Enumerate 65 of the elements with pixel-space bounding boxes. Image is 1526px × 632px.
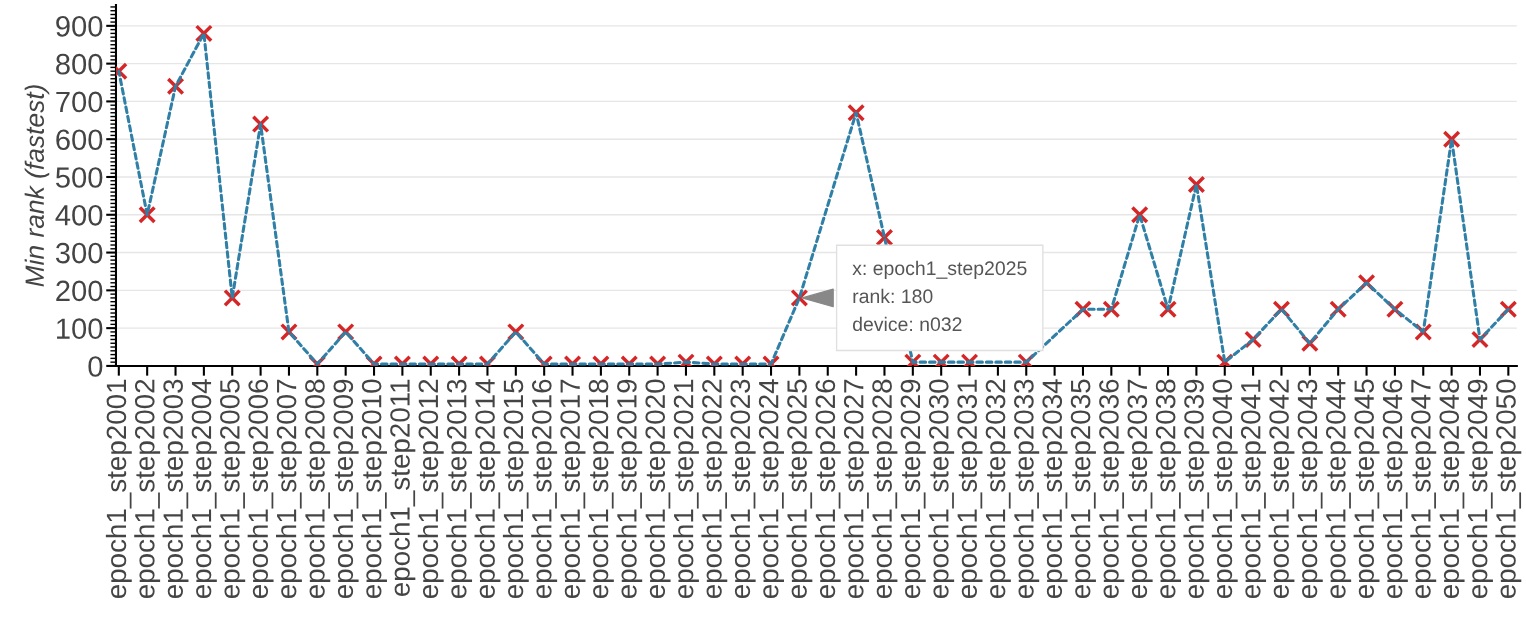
x-tick-label: epoch1_step2036: [1098, 379, 1125, 599]
x-tick-label: epoch1_step2040: [1211, 379, 1238, 599]
x-tick-label: epoch1_step2014: [474, 379, 501, 599]
x-tick-label: epoch1_step2045: [1353, 379, 1380, 599]
x-tick-label: epoch1_step2050: [1495, 379, 1522, 599]
x-tick-label: epoch1_step2035: [1070, 379, 1096, 599]
x-tick-label: epoch1_step2010: [361, 379, 387, 599]
x-tick-label: epoch1_step2024: [758, 379, 784, 599]
x-tick-label: epoch1_step2032: [984, 379, 1011, 599]
y-tick-label: 200: [56, 280, 103, 302]
x-tick-label: epoch1_step2047: [1410, 379, 1437, 599]
y-tick-label: 700: [56, 91, 103, 113]
x-tick-label: epoch1_step2002: [134, 379, 161, 599]
x-tick-label: epoch1_step2023: [729, 379, 756, 599]
x-tick-label: epoch1_step2020: [644, 379, 671, 599]
x-tick-label: epoch1_step2028: [871, 379, 898, 599]
x-tick-label: epoch1_step2042: [1268, 379, 1295, 599]
y-tick-label: 100: [57, 318, 103, 339]
y-tick-label: 0: [88, 356, 103, 377]
x-tick-label: epoch1_step2017: [559, 379, 586, 599]
x-tick-label: epoch1_step2022: [701, 379, 728, 599]
x-tick-label: epoch1_step2029: [899, 379, 926, 599]
y-tick-label: 600: [56, 129, 103, 151]
x-tick-label: epoch1_step2018: [587, 379, 614, 599]
x-tick-label: epoch1_step2034: [1041, 379, 1068, 599]
x-tick-label: epoch1_step2008: [304, 379, 331, 599]
x-tick-label: epoch1_step2041: [1240, 379, 1267, 599]
x-tick-label: epoch1_step2001: [105, 379, 132, 599]
x-tick-label: epoch1_step2033: [1013, 379, 1040, 599]
y-tick-label: 800: [56, 53, 103, 75]
x-tick-label: epoch1_step2039: [1183, 379, 1210, 599]
x-tick-label: epoch1_step2038: [1155, 379, 1181, 599]
x-tick-label: epoch1_step2025: [786, 379, 813, 599]
x-tick-label: epoch1_step2049: [1467, 379, 1493, 599]
x-tick-label: epoch1_step2011: [389, 379, 416, 597]
x-tick-label: epoch1_step2046: [1381, 379, 1408, 599]
x-tick-label: epoch1_step2021: [673, 379, 699, 599]
x-tick-label: epoch1_step2003: [162, 379, 189, 599]
x-tick-label: epoch1_step2030: [928, 379, 955, 599]
y-tick-label: 400: [55, 204, 103, 226]
point: [1187, 175, 1206, 194]
x-tick-label: epoch1_step2037: [1126, 379, 1153, 599]
x-tick-label: epoch1_step2013: [446, 379, 473, 599]
x-tick-label: epoch1_step2005: [219, 379, 246, 599]
y-axis-title: Min rank (fastest): [24, 85, 50, 287]
x-tick-label: epoch1_step2012: [417, 379, 444, 599]
point: [1442, 130, 1461, 149]
x-tick-label: epoch1_step2048: [1438, 379, 1465, 599]
x-tick-label: epoch1_step2006: [247, 379, 274, 599]
x-tick-label: epoch1_step2019: [616, 379, 643, 599]
x-tick-label: epoch1_step2007: [276, 379, 302, 599]
annotation: x: epoch1_step2025 rank: 180 device: n032: [852, 260, 1027, 332]
x-tick-label: epoch1_step2015: [502, 379, 529, 599]
x-tick-label: epoch1_step2027: [843, 379, 870, 599]
x-tick-label: epoch1_step2044: [1325, 379, 1352, 599]
x-tick-label: epoch1_step2043: [1296, 379, 1323, 599]
y-tick-label: 900: [56, 16, 103, 37]
y-tick-label: 300: [55, 242, 103, 264]
x-tick-label: epoch1_step2004: [190, 379, 217, 599]
x-tick-label: epoch1_step2009: [332, 379, 359, 599]
point: [1130, 205, 1149, 224]
x-tick-label: epoch1_step2026: [814, 379, 841, 599]
y-tick-label: 500: [55, 167, 103, 188]
x-tick-label: epoch1_step2016: [531, 379, 558, 599]
x-tick-label: epoch1_step2031: [956, 379, 983, 599]
